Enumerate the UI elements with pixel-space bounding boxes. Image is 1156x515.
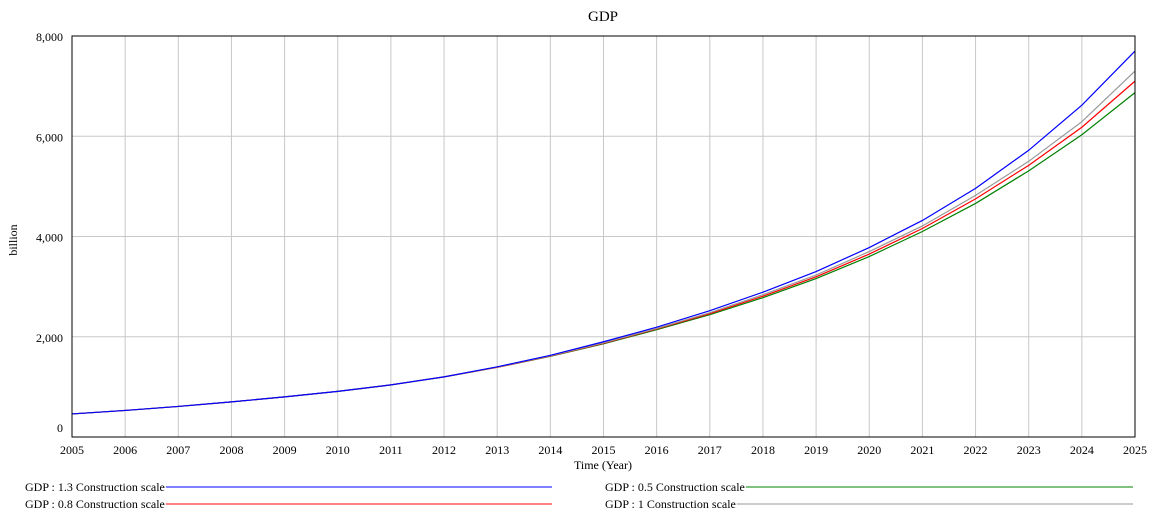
y-axis-label: billion — [6, 224, 20, 255]
legend-item: GDP : 0.8 Construction scale — [25, 497, 552, 511]
x-tick-label: 2009 — [273, 443, 297, 457]
x-tick-label: 2021 — [910, 443, 934, 457]
x-tick-label: 2012 — [432, 443, 456, 457]
x-tick-label: 2014 — [538, 443, 562, 457]
x-tick-label: 2019 — [804, 443, 828, 457]
legend-label: GDP : 1 Construction scale — [605, 497, 736, 511]
x-tick-label: 2010 — [326, 443, 350, 457]
x-tick-label: 2013 — [485, 443, 509, 457]
x-tick-label: 2024 — [1070, 443, 1094, 457]
x-tick-labels: 2005 2006 2007 2008 2009 2010 2011 2012 2013 2014… — [60, 443, 1147, 457]
y-tick-label: 6,000 — [36, 130, 63, 144]
x-tick-label: 2023 — [1017, 443, 1041, 457]
grid-lines — [72, 36, 1135, 437]
series-lines — [71, 50, 1136, 415]
x-tick-label: 2007 — [166, 443, 190, 457]
x-tick-label: 2015 — [592, 443, 616, 457]
y-tick-label: 0 — [57, 421, 63, 435]
legend-label: GDP : 0.5 Construction scale — [605, 480, 745, 494]
x-tick-label: 2008 — [219, 443, 243, 457]
y-tick-label: 2,000 — [36, 331, 63, 345]
x-axis-label: Time (Year) — [574, 458, 632, 472]
x-tick-label: 2006 — [113, 443, 137, 457]
legend-label: GDP : 1.3 Construction scale — [25, 480, 165, 494]
series-line — [71, 50, 1136, 415]
legend-item: GDP : 1 Construction scale — [605, 497, 1133, 511]
x-tick-label: 2025 — [1123, 443, 1147, 457]
x-tick-label: 2011 — [379, 443, 403, 457]
plot-frame — [71, 35, 1136, 438]
legend-item: GDP : 0.5 Construction scale — [605, 480, 1133, 494]
legend: GDP : 1.3 Construction scale GDP : 0.5 Co… — [25, 480, 1133, 511]
y-tick-label: 8,000 — [36, 30, 63, 44]
y-tick-label: 4,000 — [36, 231, 63, 245]
y-tick-labels: 0 2,000 4,000 6,000 8,000 — [36, 30, 63, 435]
x-tick-label: 2022 — [964, 443, 988, 457]
x-tick-label: 2020 — [857, 443, 881, 457]
x-tick-label: 2016 — [645, 443, 669, 457]
legend-label: GDP : 0.8 Construction scale — [25, 497, 165, 511]
x-tick-label: 2017 — [698, 443, 722, 457]
chart-title: GDP — [588, 9, 618, 25]
x-tick-label: 2018 — [751, 443, 775, 457]
x-tick-label: 2005 — [60, 443, 84, 457]
legend-item: GDP : 1.3 Construction scale — [25, 480, 552, 494]
